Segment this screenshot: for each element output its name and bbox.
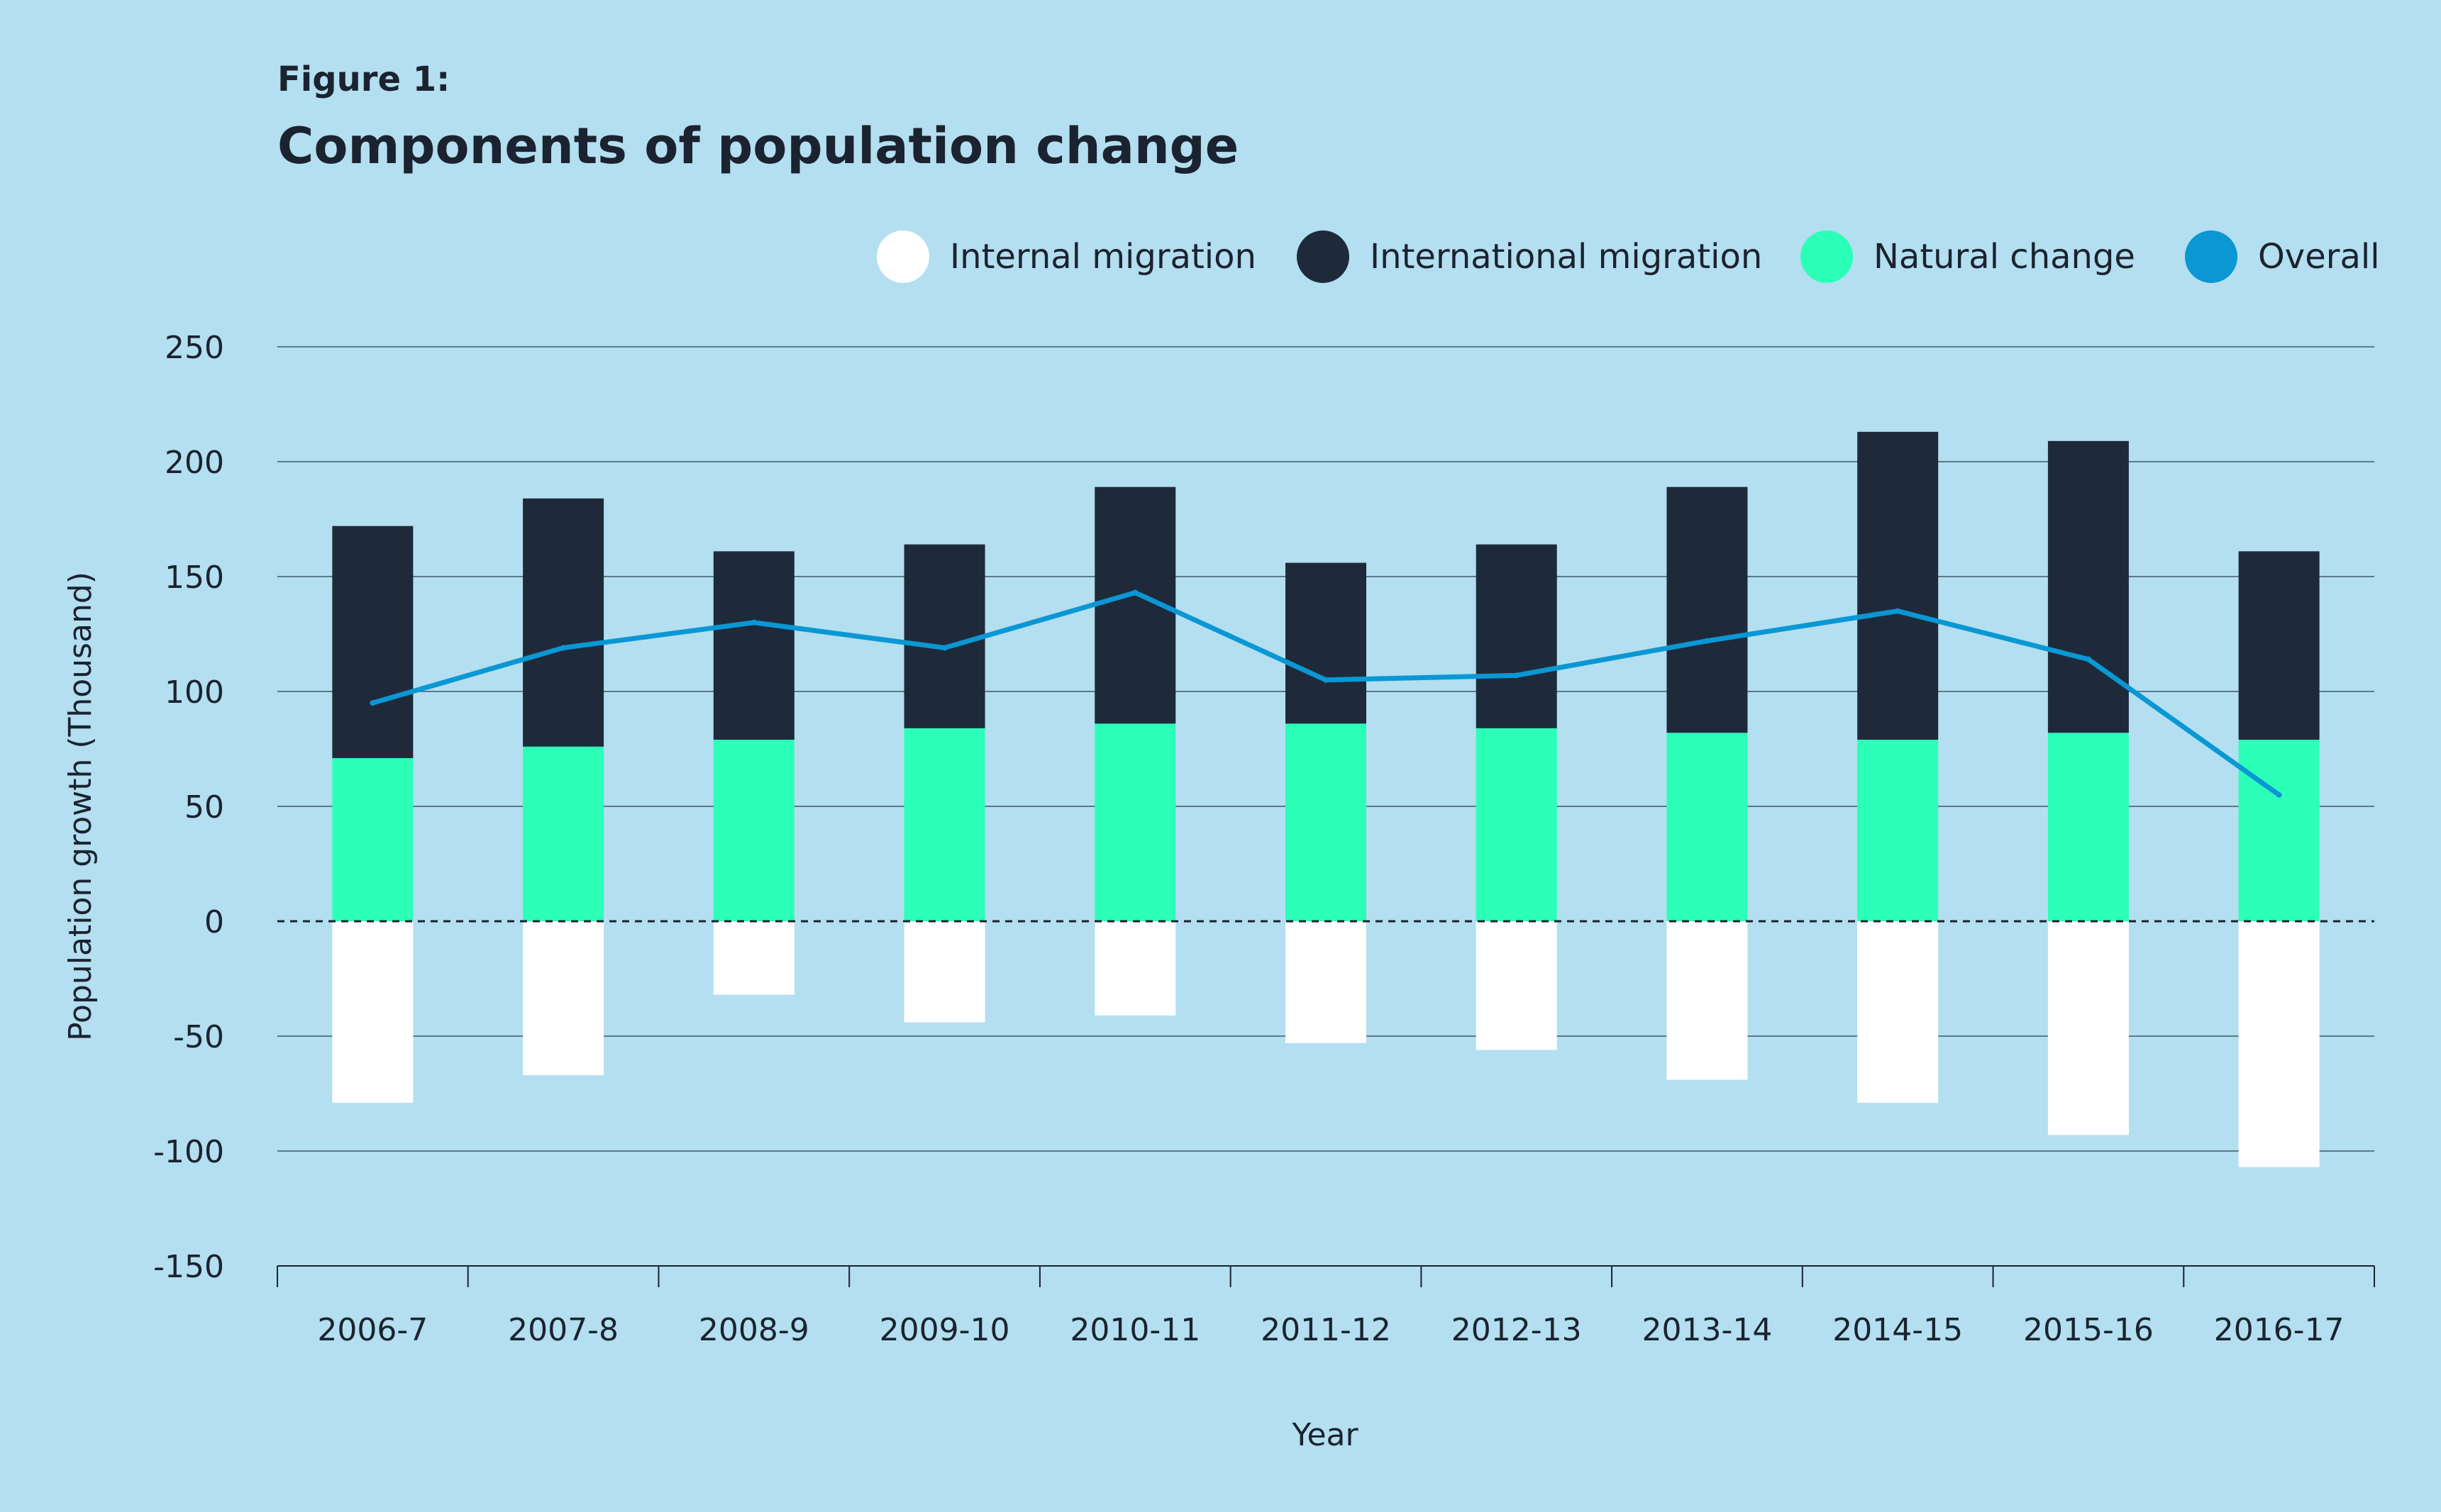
- bar-internal-migration: [2238, 921, 2320, 1167]
- x-axis-label: Year: [1291, 1417, 1358, 1453]
- bar-international-migration: [713, 551, 795, 740]
- overall-point: [370, 700, 376, 706]
- legend-swatch: [2185, 230, 2237, 283]
- y-tick-label: 0: [204, 904, 224, 940]
- bar-natural-change: [1476, 728, 1557, 921]
- overall-point: [941, 645, 948, 651]
- bar-international-migration: [1476, 544, 1557, 728]
- legend-label: Overall: [2258, 237, 2380, 277]
- y-tick-label: 150: [165, 560, 224, 596]
- bar-natural-change: [1095, 723, 1176, 921]
- bar-natural-change: [332, 757, 414, 921]
- x-tick-label: 2011-12: [1261, 1312, 1391, 1348]
- overall-point: [751, 619, 757, 626]
- bar-internal-migration: [332, 921, 414, 1103]
- legend-label: Internal migration: [950, 237, 1256, 277]
- overall-point: [2085, 656, 2091, 662]
- bar-natural-change: [2047, 733, 2129, 921]
- overall-line-group: [370, 589, 2282, 798]
- bar-international-migration: [904, 544, 985, 728]
- bar-natural-change: [1666, 733, 1748, 921]
- x-tick-label: 2013-14: [1642, 1312, 1773, 1348]
- legend-label: International migration: [1370, 237, 1762, 277]
- bar-natural-change: [1285, 723, 1366, 921]
- overall-point: [2276, 791, 2282, 798]
- bar-international-migration: [1666, 487, 1748, 733]
- bar-international-migration: [2047, 440, 2129, 733]
- bar-natural-change: [2238, 740, 2320, 921]
- bar-international-migration: [332, 526, 414, 758]
- overall-point: [560, 645, 567, 651]
- legend-swatch: [1297, 230, 1349, 283]
- legend-swatch: [877, 230, 929, 283]
- bar-internal-migration: [1476, 921, 1557, 1050]
- legend-swatch: [1800, 230, 1853, 283]
- x-tick-label: 2010-11: [1070, 1312, 1200, 1348]
- y-tick-label: 200: [165, 445, 224, 481]
- x-tick-label: 2015-16: [2023, 1312, 2154, 1348]
- y-tick-label: 250: [165, 330, 224, 366]
- x-tick-label: 2009-10: [880, 1312, 1010, 1348]
- x-tick-label: 2012-13: [1451, 1312, 1582, 1348]
- bar-internal-migration: [1666, 921, 1748, 1080]
- y-tick-label: -50: [173, 1019, 224, 1055]
- bar-internal-migration: [1095, 921, 1176, 1016]
- bar-internal-migration: [1285, 921, 1366, 1043]
- bar-natural-change: [904, 728, 985, 921]
- bar-international-migration: [2238, 551, 2320, 740]
- y-tick-label: -150: [153, 1249, 224, 1285]
- overall-point: [1513, 672, 1520, 679]
- figure-label: Figure 1:: [277, 60, 450, 99]
- axes: 250 200 150 100 50 0 -50 -100 -150 2006-7 2007-8 20…: [153, 330, 2375, 1348]
- overall-point: [1323, 677, 1329, 683]
- x-tick-label: 2016-17: [2214, 1312, 2345, 1348]
- legend: Internal migration International migratio…: [877, 230, 2380, 283]
- overall-point: [1895, 608, 1901, 614]
- bar-international-migration: [1285, 562, 1366, 724]
- bar-natural-change: [713, 740, 795, 921]
- bar-internal-migration: [904, 921, 985, 1023]
- bars: [332, 431, 2320, 1167]
- x-tick-label: 2014-15: [1832, 1312, 1963, 1348]
- y-tick-label: 50: [184, 789, 224, 826]
- bar-international-migration: [523, 498, 604, 747]
- y-tick-label: 100: [165, 674, 224, 711]
- x-tick-label: 2008-9: [699, 1312, 809, 1348]
- bar-international-migration: [1857, 431, 1939, 740]
- chart-title: Components of population change: [277, 117, 1239, 175]
- bar-internal-migration: [1857, 921, 1939, 1103]
- bar-natural-change: [1857, 740, 1939, 921]
- bar-natural-change: [523, 746, 604, 921]
- bar-internal-migration: [2047, 921, 2129, 1135]
- x-tick-label: 2007-8: [508, 1312, 619, 1348]
- x-tick-label: 2006-7: [317, 1312, 428, 1348]
- overall-point: [1132, 589, 1139, 596]
- y-tick-label: -100: [153, 1134, 224, 1170]
- bar-internal-migration: [523, 921, 604, 1076]
- legend-label: Natural change: [1873, 237, 2135, 277]
- bar-internal-migration: [713, 921, 795, 995]
- y-axis-label: Population growth (Thousand): [62, 572, 99, 1041]
- overall-point: [1704, 638, 1710, 644]
